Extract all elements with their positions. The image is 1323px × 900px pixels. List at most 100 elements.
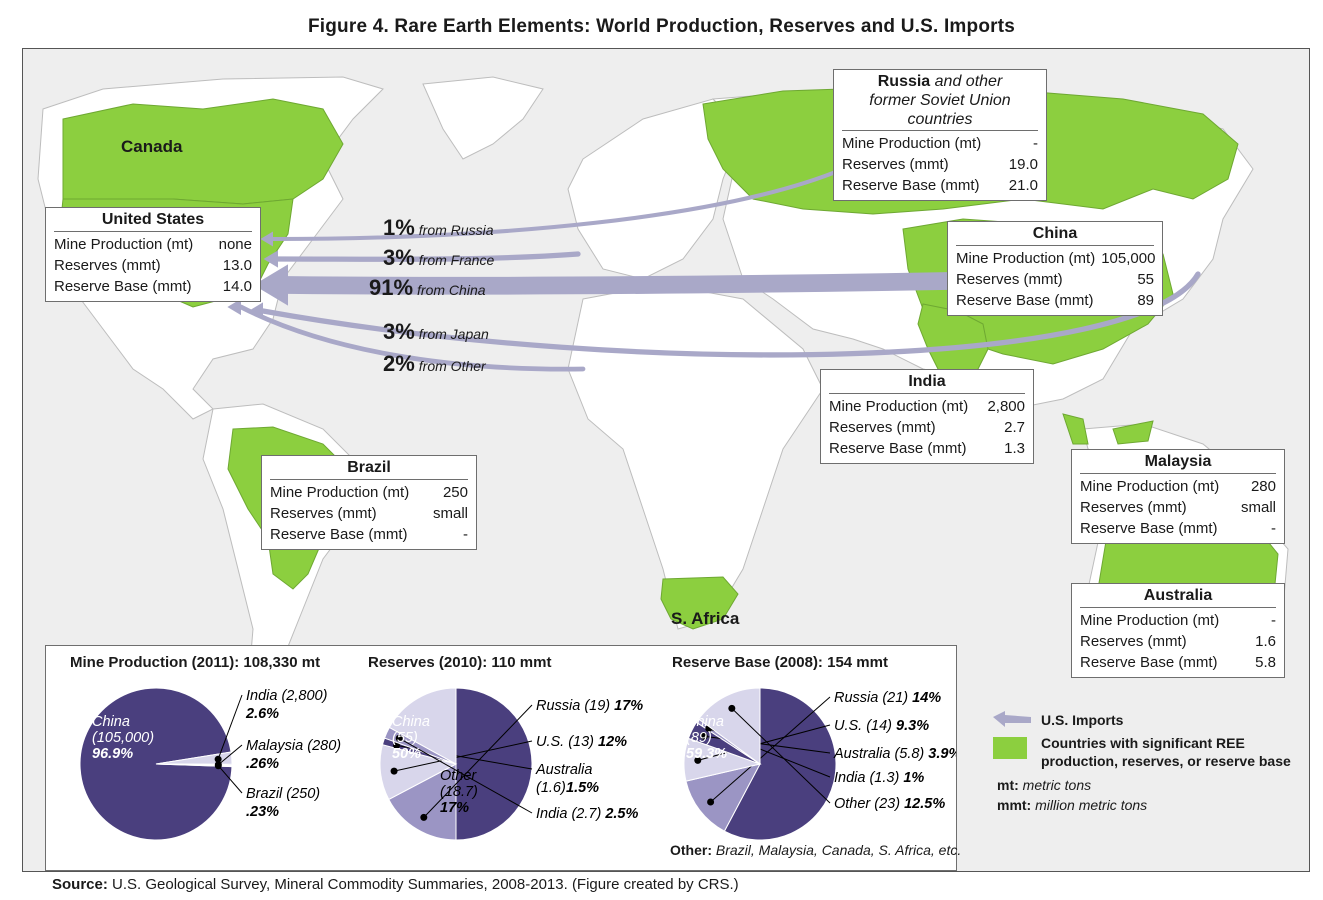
import-arrowhead-other bbox=[227, 298, 241, 316]
pie-2-pct-1: 17% bbox=[614, 698, 643, 714]
china-row-reserves: Reserves (mmt) 55 bbox=[956, 271, 1154, 288]
legend-mmt: mmt: million metric tons bbox=[997, 797, 1148, 813]
pie-2-label-3: Australia bbox=[535, 762, 592, 778]
china-row-reserve-base: Reserve Base (mmt) 89 bbox=[956, 292, 1154, 309]
import-arrow-russia bbox=[270, 166, 846, 242]
india-box-title: India bbox=[829, 372, 1025, 394]
india-row-production: Mine Production (mt) 2,800 bbox=[829, 398, 1025, 415]
pie-3-pct-3: 3.9% bbox=[928, 746, 956, 762]
pie-title-reserve-base: Reserve Base (2008): 154 mmt bbox=[672, 654, 888, 671]
pie-3-label-1: Russia (21) 14% bbox=[834, 690, 941, 706]
brazil-row-reserves: Reserves (mmt) small bbox=[270, 505, 468, 522]
pie-3-pct-4: 1% bbox=[903, 770, 924, 786]
russia-row-production: Mine Production (mt) - bbox=[842, 135, 1038, 152]
world-map: Canada S. Africa United States Mine Prod… bbox=[22, 48, 1310, 872]
russia-box-title: Russia and other former Soviet Union cou… bbox=[842, 72, 1038, 131]
pie-2-label-sub-5: (18.7) bbox=[440, 784, 478, 800]
legend-green-swatch bbox=[993, 737, 1027, 759]
china-row-production: Mine Production (mt) 105,000 bbox=[956, 250, 1156, 267]
pie-2-slice-china bbox=[455, 687, 533, 841]
brazil-row-reserve-base: Reserve Base (mmt) - bbox=[270, 526, 468, 543]
pie-2-label-2: U.S. (13) 12% bbox=[536, 734, 627, 750]
south-africa-highlight bbox=[660, 576, 739, 630]
india-row-reserves: Reserves (mmt) 2.7 bbox=[829, 419, 1025, 436]
pie-3-slice-other bbox=[698, 687, 761, 765]
pie-title-reserves: Reserves (2010): 110 mmt bbox=[368, 654, 552, 671]
russia-row-reserves: Reserves (mmt) 19.0 bbox=[842, 156, 1038, 173]
brazil-row-production: Mine Production (mt) 250 bbox=[270, 484, 468, 501]
pie-2-label-sub-0: (55) bbox=[392, 730, 418, 746]
india-row-reserve-base: Reserve Base (mmt) 1.3 bbox=[829, 440, 1025, 457]
australia-row-reserve-base: Reserve Base (mmt) 5.8 bbox=[1080, 654, 1276, 671]
russia-row-reserve-base: Reserve Base (mmt) 21.0 bbox=[842, 177, 1038, 194]
pie-3-label-5: Other (23) 12.5% bbox=[834, 796, 945, 812]
greenland-landmass bbox=[422, 76, 544, 160]
import-arrowhead-china bbox=[253, 264, 288, 306]
pies-other-note: Other: Brazil, Malaysia, Canada, S. Afri… bbox=[670, 842, 962, 858]
import-label-france: 3% from France bbox=[383, 245, 495, 270]
us-row-production: Mine Production (mt) none bbox=[54, 236, 252, 253]
malaysia-highlight bbox=[1062, 413, 1154, 445]
pie-1-pct-1: 2.6% bbox=[245, 706, 279, 722]
import-arrow-france bbox=[275, 251, 581, 262]
pie-charts: China(105,000)96.9%India (2,800)2.6%Mala… bbox=[79, 687, 956, 841]
pie-3-slice-china bbox=[723, 687, 837, 841]
import-arrowhead-russia bbox=[260, 231, 273, 247]
legend-imports-label: U.S. Imports bbox=[1041, 712, 1124, 728]
pie-2-label-1: Russia (19) 17% bbox=[536, 698, 643, 714]
pie-1-leader-3 bbox=[217, 765, 243, 794]
china-info-box: China Mine Production (mt) 105,000 Reserv… bbox=[947, 221, 1163, 316]
pie-1-label-sub-0: (105,000) bbox=[92, 730, 154, 746]
pie-charts-panel: China (105,000) 96.9% India (2,800) 2.6% Mala… bbox=[45, 645, 961, 871]
pie-3-label-2: U.S. (14) 9.3% bbox=[834, 718, 929, 734]
pie-1-pct-3: .23% bbox=[246, 804, 279, 820]
malaysia-box-title: Malaysia bbox=[1080, 452, 1276, 474]
china-box-title: China bbox=[956, 224, 1154, 246]
import-label-russia: 1% from Russia bbox=[383, 215, 494, 240]
australia-info-box: Australia Mine Production (mt) - Reserves… bbox=[1071, 583, 1285, 678]
australia-row-reserves: Reserves (mmt) 1.6 bbox=[1080, 633, 1276, 650]
pie-2-leader-4 bbox=[398, 737, 533, 814]
pie-3-slice-russia bbox=[685, 763, 761, 832]
russia-info-box: Russia and other former Soviet Union cou… bbox=[833, 69, 1047, 201]
australia-box-title: Australia bbox=[1080, 586, 1276, 608]
pie-3-label-4: India (1.3) 1% bbox=[834, 770, 924, 786]
pie-3-pct-1: 14% bbox=[912, 690, 941, 706]
legend-arrow-icon bbox=[993, 711, 1031, 727]
pie-1-label-0: China bbox=[92, 714, 130, 730]
pie-1-pct-2: .26% bbox=[246, 756, 279, 772]
pie-2-pct-4: 2.5% bbox=[604, 806, 638, 822]
pie-2-pct-0: 50% bbox=[392, 746, 421, 762]
africa-landmass bbox=[567, 283, 824, 630]
pie-3-label-0: China bbox=[686, 714, 724, 730]
pie-1-pct-0: 96.9% bbox=[92, 746, 133, 762]
label-canada: Canada bbox=[121, 137, 183, 156]
pie-1-label-2: Malaysia (280) bbox=[246, 738, 341, 754]
legend-mt: mt: metric tons bbox=[997, 777, 1092, 793]
pie-2-dot-4 bbox=[395, 734, 403, 742]
pie-1-dot-1 bbox=[214, 755, 222, 763]
pie-3-leader-5 bbox=[731, 708, 831, 804]
pie-1-label-3: Brazil (250) bbox=[246, 786, 320, 802]
brazil-box-title: Brazil bbox=[270, 458, 468, 480]
pie-3-pct-2: 9.3% bbox=[896, 718, 929, 734]
pie-1-leader-2 bbox=[217, 744, 243, 766]
pie-2-pct-2: 12% bbox=[598, 734, 627, 750]
canada-highlight bbox=[62, 98, 344, 205]
pie-1-leader-1 bbox=[217, 694, 243, 760]
source-note: Source: U.S. Geological Survey, Mineral … bbox=[52, 876, 739, 893]
pie-2-label-0: China bbox=[392, 714, 430, 730]
pie-2-pct-5: 17% bbox=[440, 800, 469, 816]
us-box-title: United States bbox=[54, 210, 252, 232]
pie-2-leader-1 bbox=[423, 704, 533, 818]
pie-3-pct-0: 59.3% bbox=[686, 746, 727, 762]
europe-landmass bbox=[567, 98, 744, 280]
import-arrowhead-france bbox=[263, 250, 278, 268]
pie-3-label-3: Australia (5.8) 3.9% bbox=[833, 746, 956, 762]
figure-title: Figure 4. Rare Earth Elements: World Pro… bbox=[307, 16, 1016, 37]
india-info-box: India Mine Production (mt) 2,800 Reserves… bbox=[820, 369, 1034, 464]
us-row-reserve-base: Reserve Base (mmt) 14.0 bbox=[54, 278, 252, 295]
pie-1-label-1: India (2,800) bbox=[246, 688, 327, 704]
pie-2-pct-3: 1.5% bbox=[566, 780, 599, 796]
brazil-info-box: Brazil Mine Production (mt) 250 Reserves … bbox=[261, 455, 477, 550]
